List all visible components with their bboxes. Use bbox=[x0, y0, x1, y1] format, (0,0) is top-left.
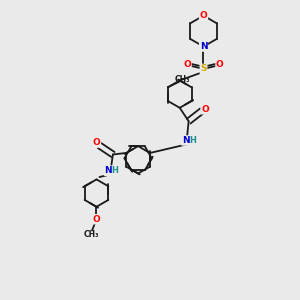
Text: CH₃: CH₃ bbox=[83, 230, 99, 239]
Text: O: O bbox=[183, 60, 191, 69]
Text: O: O bbox=[200, 11, 207, 20]
Text: O: O bbox=[216, 60, 224, 69]
Text: H: H bbox=[189, 136, 196, 145]
Text: N: N bbox=[200, 42, 207, 51]
Text: N: N bbox=[182, 136, 190, 145]
Text: O: O bbox=[201, 105, 209, 114]
Text: CH₃: CH₃ bbox=[175, 75, 190, 84]
Text: O: O bbox=[93, 138, 101, 147]
Text: H: H bbox=[112, 166, 118, 175]
Text: N: N bbox=[105, 166, 112, 175]
Text: O: O bbox=[93, 215, 101, 224]
Text: S: S bbox=[200, 64, 207, 74]
